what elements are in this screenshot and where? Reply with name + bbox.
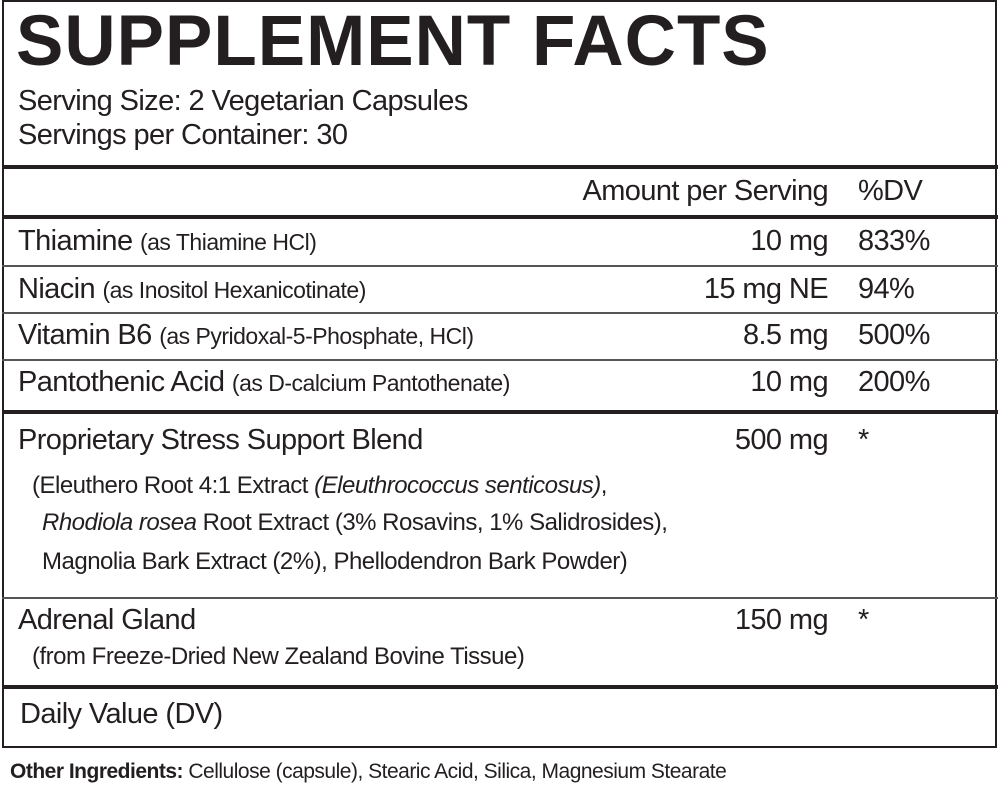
- divider: [2, 359, 998, 361]
- nutrient-amount: 10 mg: [750, 225, 828, 257]
- divider: [2, 597, 998, 599]
- nutrient-dv: 94%: [858, 273, 915, 305]
- nutrient-amount: 8.5 mg: [742, 319, 829, 351]
- adrenal-amount: 150 mg: [734, 604, 829, 636]
- divider: [2, 265, 998, 267]
- divider: [2, 215, 998, 219]
- adrenal-dv: *: [858, 604, 869, 636]
- divider: [2, 410, 998, 414]
- blend-ingredients-line: Rhodiola rosea Root Extract (3% Rosavins…: [42, 509, 668, 536]
- adrenal-name: Adrenal Gland: [18, 604, 196, 636]
- blend-amount: 500 mg: [734, 424, 829, 456]
- adrenal-source: (from Freeze-Dried New Zealand Bovine Ti…: [32, 643, 525, 670]
- nutrient-dv: 833%: [858, 225, 930, 257]
- nutrient-row-name: Pantothenic Acid (as D-calcium Pantothen…: [18, 366, 510, 398]
- blend-dv: *: [858, 424, 869, 456]
- supplement-facts-panel: [2, 0, 997, 748]
- nutrient-amount: 15 mg NE: [703, 273, 829, 305]
- daily-value-footnote: Daily Value (DV): [20, 698, 223, 730]
- blend-ingredients-line: (Eleuthero Root 4:1 Extract (Eleuthrococ…: [32, 472, 607, 499]
- divider: [2, 685, 998, 689]
- blend-ingredients-line: Magnolia Bark Extract (2%), Phellodendro…: [42, 548, 628, 575]
- serving-size: Serving Size: 2 Vegetarian Capsules: [18, 85, 468, 117]
- divider: [2, 165, 998, 169]
- panel-title: SUPPLEMENT FACTS: [16, 2, 770, 81]
- divider: [2, 312, 998, 314]
- nutrient-dv: 200%: [858, 366, 930, 398]
- servings-per-container: Servings per Container: 30: [18, 119, 348, 151]
- dv-header: %DV: [858, 175, 923, 207]
- amount-header: Amount per Serving: [582, 175, 829, 207]
- nutrient-row-name: Niacin (as Inositol Hexanicotinate): [18, 273, 366, 305]
- nutrient-dv: 500%: [858, 319, 930, 351]
- blend-name: Proprietary Stress Support Blend: [18, 424, 423, 456]
- other-ingredients: Other Ingredients: Cellulose (capsule), …: [10, 760, 727, 783]
- nutrient-row-name: Thiamine (as Thiamine HCl): [18, 225, 317, 257]
- nutrient-amount: 10 mg: [750, 366, 828, 398]
- nutrient-row-name: Vitamin B6 (as Pyridoxal-5-Phosphate, HC…: [18, 319, 474, 351]
